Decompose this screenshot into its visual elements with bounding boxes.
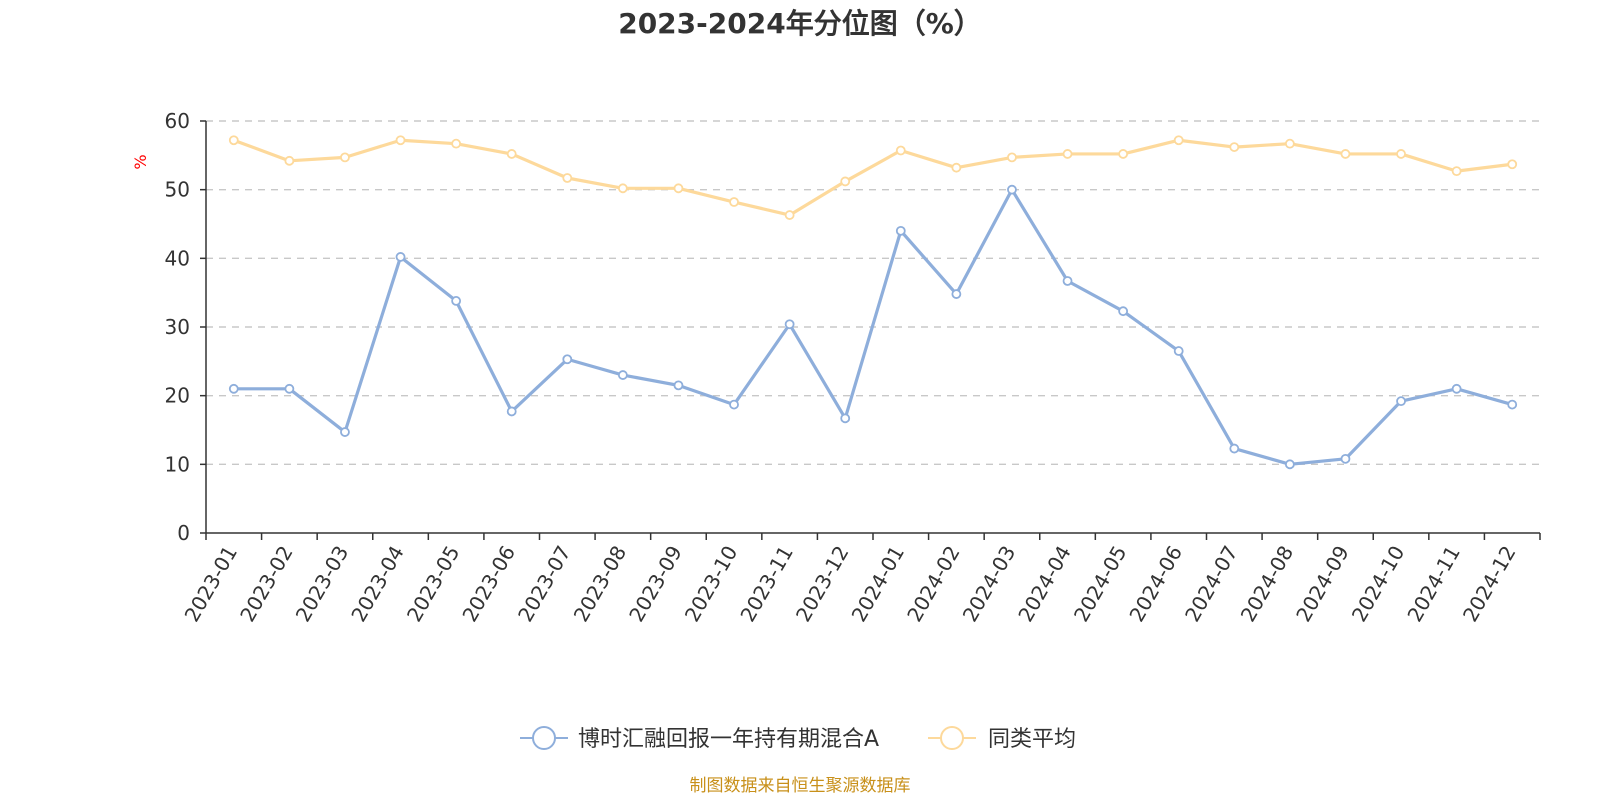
data-point[interactable] xyxy=(1229,142,1240,152)
data-point[interactable] xyxy=(451,296,462,306)
data-point[interactable] xyxy=(895,145,906,156)
series-line-1 xyxy=(232,138,1514,217)
y-tick-label: 0 xyxy=(177,521,190,545)
y-tick-label: 20 xyxy=(165,384,190,408)
x-tick-label: 2024-01 xyxy=(847,542,910,626)
legend-swatch-circle xyxy=(532,726,556,750)
y-tick-label: 40 xyxy=(165,246,190,270)
x-tick-label: 2024-03 xyxy=(958,542,1021,626)
data-point[interactable] xyxy=(784,210,795,220)
data-point[interactable] xyxy=(1507,159,1518,170)
legend-swatch-circle xyxy=(940,726,964,750)
legend[interactable]: 博时汇融回报一年持有期混合A 同类平均 xyxy=(520,726,1076,752)
data-point[interactable] xyxy=(1062,149,1073,159)
y-tick-label: 60 xyxy=(165,109,190,133)
x-tick-label: 2023-10 xyxy=(680,542,743,626)
data-point[interactable] xyxy=(395,252,406,262)
x-tick-label: 2023-05 xyxy=(402,542,465,626)
data-point[interactable] xyxy=(228,383,239,394)
data-point[interactable] xyxy=(284,383,295,394)
x-tick-label: 2024-05 xyxy=(1069,542,1132,626)
x-tick-label: 2024-11 xyxy=(1402,542,1465,626)
data-point[interactable] xyxy=(1118,149,1129,159)
x-tick-label: 2023-03 xyxy=(291,542,354,626)
data-point[interactable] xyxy=(284,155,295,166)
data-point[interactable] xyxy=(340,427,350,437)
x-tick-label: 2023-07 xyxy=(513,542,576,626)
data-point[interactable] xyxy=(562,173,573,183)
x-tick-label: 2024-09 xyxy=(1291,542,1354,626)
data-point[interactable] xyxy=(784,319,795,330)
x-tick-label: 2023-12 xyxy=(791,542,854,626)
y-axis-unit-label: % xyxy=(131,154,150,169)
legend-item-0[interactable]: 博时汇融回报一年持有期混合A xyxy=(520,726,879,752)
x-tick-label: 2024-02 xyxy=(902,542,965,626)
data-point[interactable] xyxy=(562,354,573,365)
x-tick-label: 2023-06 xyxy=(457,542,520,626)
data-point[interactable] xyxy=(729,399,739,410)
data-point[interactable] xyxy=(673,380,684,391)
data-point[interactable] xyxy=(951,162,962,173)
x-tick-label: 2023-04 xyxy=(346,542,409,626)
data-point[interactable] xyxy=(1173,346,1184,356)
y-tick-label: 10 xyxy=(165,452,190,476)
x-tick-label: 2023-08 xyxy=(569,542,632,626)
y-tick-label: 30 xyxy=(165,315,190,339)
data-point[interactable] xyxy=(1451,383,1462,394)
series-lines xyxy=(228,135,1518,470)
x-tick-label: 2024-07 xyxy=(1180,542,1243,626)
data-point[interactable] xyxy=(340,152,350,163)
x-tick-label: 2023-09 xyxy=(624,542,687,626)
data-point[interactable] xyxy=(1229,443,1240,454)
data-point[interactable] xyxy=(895,225,906,236)
y-tick-label: 50 xyxy=(165,178,190,202)
axes: 01020304050602023-012023-022023-032023-0… xyxy=(165,109,1541,626)
data-point[interactable] xyxy=(840,176,851,187)
x-tick-label: 2023-11 xyxy=(735,542,798,626)
data-point[interactable] xyxy=(951,289,962,299)
data-point[interactable] xyxy=(1396,396,1406,407)
data-point[interactable] xyxy=(1451,166,1462,177)
data-point[interactable] xyxy=(1007,184,1017,195)
x-tick-label: 2024-10 xyxy=(1347,542,1410,626)
data-point[interactable] xyxy=(1340,453,1351,464)
x-tick-label: 2024-06 xyxy=(1124,542,1187,626)
data-point[interactable] xyxy=(1118,306,1129,317)
data-point[interactable] xyxy=(451,138,462,149)
legend-label: 博时汇融回报一年持有期混合A xyxy=(578,727,879,752)
legend-label: 同类平均 xyxy=(988,727,1076,752)
x-tick-label: 2024-04 xyxy=(1013,542,1076,626)
data-point[interactable] xyxy=(617,183,628,194)
data-point[interactable] xyxy=(1007,152,1017,163)
x-tick-label: 2023-02 xyxy=(235,542,298,626)
data-point[interactable] xyxy=(840,413,851,424)
data-point[interactable] xyxy=(1284,138,1295,149)
data-point[interactable] xyxy=(228,135,239,146)
data-point[interactable] xyxy=(1173,135,1184,146)
data-point[interactable] xyxy=(1396,149,1406,159)
data-point[interactable] xyxy=(729,197,739,207)
x-tick-label: 2024-12 xyxy=(1458,542,1521,626)
data-point[interactable] xyxy=(1062,276,1073,286)
data-point[interactable] xyxy=(506,406,517,417)
x-tick-label: 2024-08 xyxy=(1236,542,1299,626)
legend-item-1[interactable]: 同类平均 xyxy=(928,726,1076,752)
data-point[interactable] xyxy=(1340,149,1351,159)
series-line-0 xyxy=(232,188,1514,466)
gridlines xyxy=(206,120,1540,466)
x-tick-label: 2023-01 xyxy=(180,542,243,626)
data-point[interactable] xyxy=(1284,459,1295,470)
data-point[interactable] xyxy=(1507,399,1518,410)
data-point[interactable] xyxy=(395,135,406,146)
source-note: 制图数据来自恒生聚源数据库 xyxy=(690,776,911,796)
chart-title: 2023-2024年分位图（%） xyxy=(618,7,982,40)
data-point[interactable] xyxy=(506,149,517,159)
data-point[interactable] xyxy=(617,370,628,380)
data-point[interactable] xyxy=(673,183,684,194)
